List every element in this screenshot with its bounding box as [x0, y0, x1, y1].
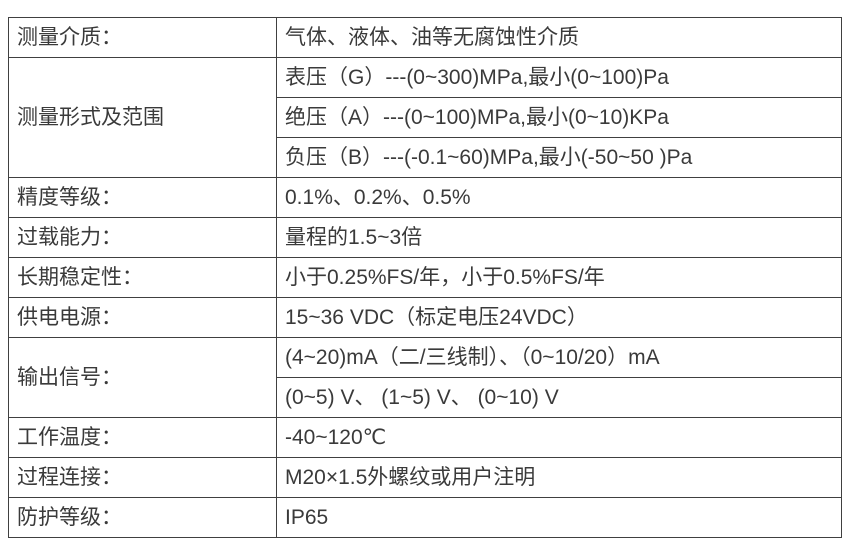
value-measuring-medium: 气体、液体、油等无腐蚀性介质: [276, 17, 842, 58]
table-row-accuracy-class: 精度等级： 0.1%、0.2%、0.5%: [8, 177, 842, 218]
value-overload-capacity: 量程的1.5~3倍: [276, 217, 842, 258]
value-negative-pressure: 负压（B）---(-0.1~60)MPa,最小(-50~50 )Pa: [276, 137, 842, 178]
value-power-supply: 15~36 VDC（标定电压24VDC）: [276, 297, 842, 338]
spec-table: 测量介质： 气体、液体、油等无腐蚀性介质 测量形式及范围 表压（G）---(0~…: [8, 17, 842, 538]
label-protection-rating: 防护等级：: [8, 497, 277, 538]
label-process-connection: 过程连接：: [8, 457, 277, 498]
table-row-power-supply: 供电电源： 15~36 VDC（标定电压24VDC）: [8, 297, 842, 338]
label-measuring-medium: 测量介质：: [8, 17, 277, 58]
label-overload-capacity: 过载能力：: [8, 217, 277, 258]
table-row-overload-capacity: 过载能力： 量程的1.5~3倍: [8, 217, 842, 258]
table-row-protection-rating: 防护等级： IP65: [8, 497, 842, 538]
label-long-term-stability: 长期稳定性：: [8, 257, 277, 298]
value-operating-temperature: -40~120℃: [276, 417, 842, 458]
value-protection-rating: IP65: [276, 497, 842, 538]
table-row-negative-pressure: 负压（B）---(-0.1~60)MPa,最小(-50~50 )Pa: [9, 137, 842, 178]
table-row-gauge-pressure: 测量形式及范围 表压（G）---(0~300)MPa,最小(0~100)Pa: [8, 57, 842, 178]
value-output-signal-current: (4~20)mA（二/三线制）、（0~10/20）mA: [276, 337, 842, 378]
table-row-output-signal-current: 输出信号： (4~20)mA（二/三线制）、（0~10/20）mA: [8, 337, 842, 418]
table-row-process-connection: 过程连接： M20×1.5外螺纹或用户注明: [8, 457, 842, 498]
label-accuracy-class: 精度等级：: [8, 177, 277, 218]
table-row-measuring-medium: 测量介质： 气体、液体、油等无腐蚀性介质: [8, 17, 842, 58]
table-row-operating-temperature: 工作温度： -40~120℃: [8, 417, 842, 458]
value-gauge-pressure: 表压（G）---(0~300)MPa,最小(0~100)Pa: [276, 57, 842, 98]
value-absolute-pressure: 绝压（A）---(0~100)MPa,最小(0~10)KPa: [276, 97, 842, 138]
label-operating-temperature: 工作温度：: [8, 417, 277, 458]
table-row-long-term-stability: 长期稳定性： 小于0.25%FS/年，小于0.5%FS/年: [8, 257, 842, 298]
value-process-connection: M20×1.5外螺纹或用户注明: [276, 457, 842, 498]
value-accuracy-class: 0.1%、0.2%、0.5%: [276, 177, 842, 218]
label-power-supply: 供电电源：: [8, 297, 277, 338]
value-long-term-stability: 小于0.25%FS/年，小于0.5%FS/年: [276, 257, 842, 298]
table-row-absolute-pressure: 绝压（A）---(0~100)MPa,最小(0~10)KPa: [9, 97, 842, 138]
label-measuring-form-range: 测量形式及范围: [8, 57, 277, 178]
label-output-signal: 输出信号：: [8, 337, 277, 418]
value-output-signal-voltage: (0~5) V、 (1~5) V、 (0~10) V: [276, 377, 842, 418]
